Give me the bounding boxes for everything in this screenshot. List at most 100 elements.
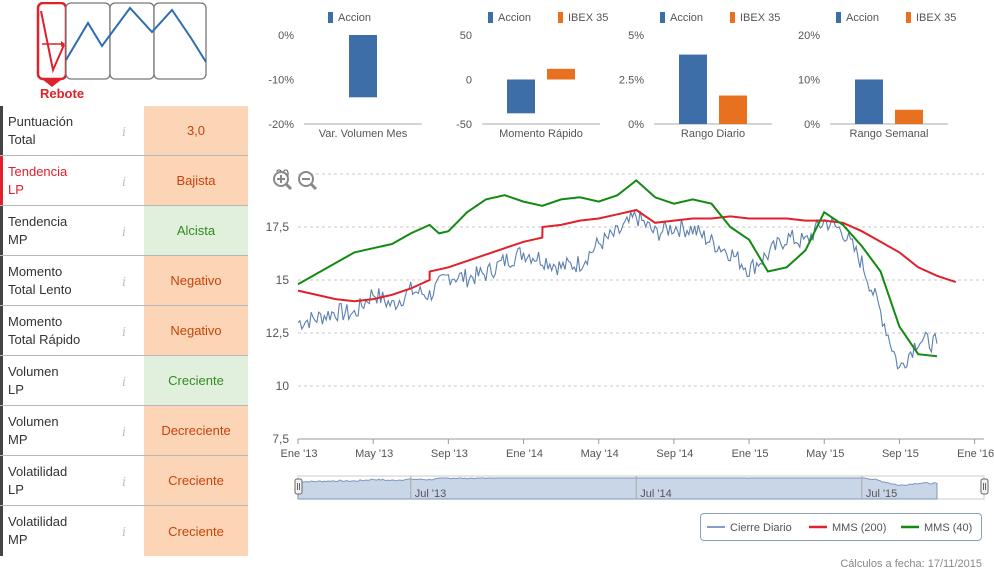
- indicator-label-line1: Volatilidad: [8, 514, 68, 529]
- bar-accion[interactable]: [679, 54, 707, 124]
- zoom-out-icon[interactable]: [298, 171, 318, 191]
- indicator-label: Volatilidad MP i: [0, 506, 144, 556]
- legend-swatch-ibex: [558, 12, 563, 23]
- bar-ibex[interactable]: [895, 109, 923, 124]
- info-icon[interactable]: i: [122, 525, 126, 539]
- indicator-label-line1: Tendencia: [8, 164, 68, 179]
- indicator-label-line1: Puntuación: [8, 114, 74, 129]
- indicator-label-line2: LP: [8, 382, 24, 397]
- pattern-arrowhead: [61, 41, 65, 47]
- mini-chart-rango-diario: Accion IBEX 35 5% 2.5% 0% Rango Diario: [619, 12, 780, 140]
- legend-swatch-accion: [488, 12, 493, 23]
- indicator-label: Puntuación Total i: [0, 106, 144, 155]
- y-tick-label: 15: [276, 273, 290, 287]
- pattern-pointer: [42, 79, 62, 87]
- indicator-value: Alcista: [144, 206, 248, 255]
- navigator-label: Jul '14: [640, 488, 671, 500]
- y-tick-label: 12,5: [266, 326, 290, 340]
- y-tick-label: 0%: [628, 119, 644, 131]
- indicator-row: Volumen MP i Decreciente: [0, 406, 248, 456]
- bar-ibex[interactable]: [719, 95, 747, 124]
- navigator-handle-right[interactable]: [980, 478, 989, 495]
- series-cierre-diario[interactable]: [297, 209, 938, 370]
- x-tick-label: Ene '13: [281, 448, 318, 460]
- y-tick-label: 5%: [628, 30, 644, 42]
- legend-swatch-accion: [328, 12, 333, 23]
- indicator-label: Momento Total Rápido i: [0, 306, 144, 355]
- x-tick-label: Sep '14: [656, 448, 693, 460]
- y-tick-label: 2.5%: [619, 75, 644, 87]
- navigator-area: [297, 477, 938, 500]
- legend-label: Accion: [338, 12, 371, 24]
- indicator-value: 3,0: [144, 106, 248, 155]
- indicator-label-line2: Total Rápido: [8, 332, 81, 347]
- info-icon[interactable]: i: [122, 275, 126, 289]
- legend-label: Accion: [846, 12, 879, 24]
- legend-label[interactable]: MMS (40): [924, 522, 972, 534]
- indicator-label: Volumen MP i: [0, 406, 144, 455]
- calc-date-footer: Cálculos a fecha: 17/11/2015: [840, 558, 982, 570]
- bar-accion[interactable]: [507, 79, 535, 114]
- bar-accion[interactable]: [349, 35, 377, 98]
- mini-chart-title: Rango Diario: [681, 128, 745, 140]
- indicator-label-line2: Total Lento: [8, 282, 72, 297]
- indicator-label-line1: Momento: [8, 264, 63, 279]
- indicator-label-line1: Momento: [8, 314, 63, 329]
- indicator-label-line2: LP: [8, 482, 24, 497]
- info-icon[interactable]: i: [122, 225, 126, 239]
- y-tick-label: 0%: [278, 30, 294, 42]
- series-mms-200[interactable]: [297, 208, 957, 303]
- indicator-value: Creciente: [144, 506, 248, 556]
- pattern-thumbnail[interactable]: [36, 2, 208, 102]
- indicator-label-line2: MP: [8, 532, 28, 547]
- indicator-value: Decreciente: [144, 406, 248, 455]
- y-tick-label: 10%: [798, 75, 820, 87]
- indicator-row: Volatilidad LP i Creciente: [0, 456, 248, 506]
- x-tick-label: May '15: [806, 448, 844, 460]
- indicator-label-line1: Tendencia: [8, 214, 68, 229]
- indicator-label: Volumen LP i: [0, 356, 144, 405]
- navigator-label: Jul '15: [866, 488, 897, 500]
- indicator-label: Momento Total Lento i: [0, 256, 144, 305]
- indicator-label-line2: Total: [8, 132, 36, 147]
- info-icon[interactable]: i: [122, 425, 126, 439]
- info-icon[interactable]: i: [122, 475, 126, 489]
- indicator-row: Tendencia MP i Alcista: [0, 206, 248, 256]
- indicator-value: Bajista: [144, 156, 248, 205]
- indicator-label: Tendencia LP i: [0, 156, 144, 205]
- mini-chart-title: Momento Rápido: [499, 128, 583, 140]
- legend-label[interactable]: Cierre Diario: [730, 522, 792, 534]
- indicator-row: Puntuación Total i 3,0: [0, 106, 248, 156]
- info-icon[interactable]: i: [122, 125, 126, 139]
- pattern-box-4: [153, 2, 207, 80]
- indicator-row: Momento Total Lento i Negativo: [0, 256, 248, 306]
- pattern-box-3: [109, 2, 155, 80]
- bar-accion[interactable]: [855, 79, 883, 125]
- x-tick-label: May '13: [355, 448, 393, 460]
- y-tick-label: 20%: [798, 30, 820, 42]
- legend-label: IBEX 35: [740, 12, 780, 24]
- info-icon[interactable]: i: [122, 325, 126, 339]
- x-tick-label: Ene '15: [732, 448, 769, 460]
- legend-label[interactable]: MMS (200): [832, 522, 886, 534]
- x-tick-label: Sep '15: [882, 448, 919, 460]
- y-tick-label: -50: [456, 119, 472, 131]
- legend-swatch-ibex: [730, 12, 735, 23]
- indicator-label-line2: LP: [8, 182, 24, 197]
- info-icon[interactable]: i: [122, 375, 126, 389]
- indicator-table: Puntuación Total i 3,0 Tendencia LP i Bajista Te…: [0, 106, 248, 556]
- indicator-value: Creciente: [144, 456, 248, 505]
- legend-label: IBEX 35: [916, 12, 956, 24]
- zoom-in-icon[interactable]: [273, 171, 293, 191]
- bar-ibex[interactable]: [547, 68, 575, 80]
- legend-swatch-ibex: [906, 12, 911, 23]
- mini-chart-var-volumen: Accion 0% -10% -20% Var. Volumen Mes: [268, 12, 422, 140]
- indicator-value: Creciente: [144, 356, 248, 405]
- indicator-label-line1: Volumen: [8, 364, 59, 379]
- navigator-handle-left[interactable]: [294, 478, 303, 495]
- series-mms-40[interactable]: [297, 179, 938, 358]
- legend-swatch-accion: [836, 12, 841, 23]
- x-tick-label: Ene '16: [957, 448, 994, 460]
- info-icon[interactable]: i: [122, 175, 126, 189]
